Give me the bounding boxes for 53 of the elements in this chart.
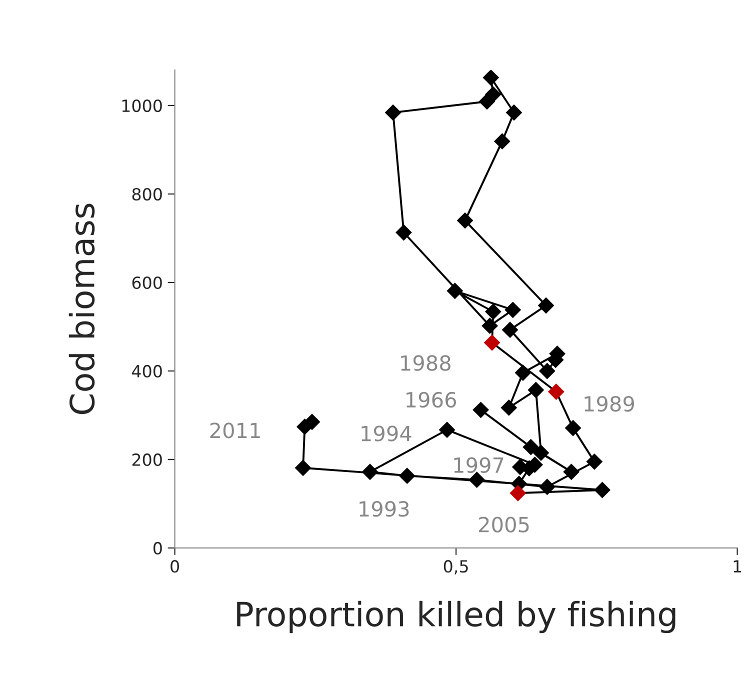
point xyxy=(548,384,564,400)
annotation: 2005 xyxy=(479,516,529,532)
point xyxy=(398,468,416,484)
annotation: 1988 xyxy=(401,355,450,371)
point xyxy=(532,444,550,462)
point xyxy=(563,464,580,480)
point xyxy=(484,303,502,320)
point xyxy=(504,302,522,318)
y-tick-label: 600 xyxy=(132,276,162,290)
point xyxy=(538,478,556,496)
point xyxy=(594,482,611,498)
point xyxy=(362,464,378,480)
point xyxy=(472,402,490,418)
point xyxy=(384,104,402,121)
x-tick-label: 0 xyxy=(170,560,179,573)
point xyxy=(396,224,412,241)
point xyxy=(438,422,456,438)
point xyxy=(456,212,474,229)
annotation: 1997 xyxy=(454,457,504,474)
point xyxy=(506,104,522,121)
point xyxy=(500,399,518,416)
point xyxy=(510,484,526,502)
annotation: 1966 xyxy=(406,392,456,408)
y-tick-label: 800 xyxy=(132,188,162,201)
point xyxy=(564,420,582,436)
y-tick-label: 400 xyxy=(132,364,162,378)
point xyxy=(304,414,320,430)
y-tick-label: 0 xyxy=(153,542,162,555)
y-axis-title: Cod biomass xyxy=(68,204,95,414)
point xyxy=(484,334,500,351)
point xyxy=(528,382,544,398)
point xyxy=(478,93,496,110)
y-tick-label: 200 xyxy=(132,453,162,466)
point xyxy=(482,70,500,86)
point xyxy=(538,297,554,314)
x-tick-label: 0,5 xyxy=(444,560,468,574)
x-axis-title: Proportion killed by fishing xyxy=(237,600,676,634)
annotation: 2011 xyxy=(210,422,260,438)
point xyxy=(502,322,518,338)
annotation: 1993 xyxy=(360,501,409,517)
point xyxy=(294,460,312,476)
x-tick-label: 1 xyxy=(734,560,742,572)
point xyxy=(446,282,464,300)
point xyxy=(468,472,486,488)
point xyxy=(514,364,532,381)
point xyxy=(538,362,556,380)
point xyxy=(482,318,498,334)
point xyxy=(494,133,510,150)
point xyxy=(522,438,540,456)
annotation: 1994 xyxy=(362,426,412,442)
point xyxy=(586,453,603,470)
y-tick-label: 1000 xyxy=(122,99,162,112)
annotation: 1989 xyxy=(584,396,634,412)
